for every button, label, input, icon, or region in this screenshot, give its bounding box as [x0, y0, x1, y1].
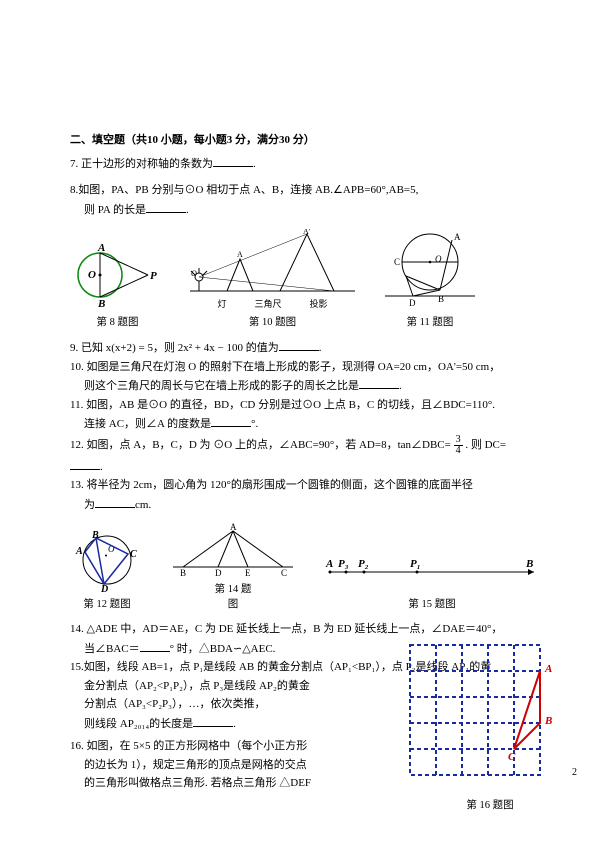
q13-l1: 13. 将半径为 2cm，圆心角为 120°的扇形围成一个圆锥的侧面，这个圆锥的…: [70, 477, 530, 494]
svg-text:B: B: [180, 568, 186, 577]
fig8-svg: O A B P: [70, 240, 165, 310]
fig14: A B D E C 第 14 题 图: [168, 523, 298, 611]
fig10-ruler: 三角尺: [254, 297, 281, 310]
q10-l1: 10. 如图是三角尺在灯泡 O 的照射下在墙上形成的影子，现测得 OA=20 c…: [70, 359, 530, 376]
svg-text:C: C: [508, 751, 516, 763]
q12-l2s: .: [100, 461, 103, 473]
svg-text:D: D: [409, 298, 416, 308]
svg-text:A: A: [544, 663, 552, 675]
svg-text:D: D: [215, 568, 222, 577]
q8-l1: 8.如图，PA、PB 分别与⊙O 相切于点 A、B，连接 AB.∠APB=60°…: [70, 182, 530, 199]
svg-text:A: A: [97, 242, 105, 254]
svg-text:C: C: [394, 257, 400, 267]
q13-l2: 为 cm.: [84, 496, 530, 514]
fig12: O A B C D 第 12 题图: [70, 530, 144, 611]
fig8-caption: 第 8 题图: [70, 314, 165, 329]
q11-l2: 连接 AC，则∠A 的度数是 °.: [84, 415, 530, 433]
svg-text:B: B: [91, 530, 99, 541]
q7-blank: [213, 155, 253, 167]
fig8: O A B P 第 8 题图: [70, 240, 165, 329]
fig14-caption-b: 图: [168, 596, 298, 611]
fig16-svg: A B C: [405, 640, 575, 790]
q12-frac: 34: [454, 435, 463, 456]
fig10: O A A' 灯 三角尺 投影 第 10 题图: [185, 229, 360, 329]
q15-l4a: 则线段 AP₂₀₁₄的长度是: [84, 718, 193, 730]
q11-blank: [211, 415, 251, 427]
svg-text:B: B: [544, 715, 552, 727]
q12-frac-d: 4: [454, 446, 463, 456]
fig10-lamp: 灯: [217, 297, 226, 310]
page-number: 2: [572, 767, 577, 778]
q13-blank: [95, 496, 135, 508]
fig16: A B C 第 16 题图: [405, 640, 575, 812]
fig10-svg: O A A': [185, 229, 360, 307]
svg-text:A: A: [454, 232, 461, 242]
svg-text:C: C: [281, 568, 287, 577]
svg-text:A: A: [325, 558, 333, 570]
fig12-svg: O A B C D: [70, 530, 144, 592]
q12-l1b: . 则 DC=: [465, 439, 506, 451]
q11-l2-text: 连接 AC，则∠A 的度数是: [84, 418, 211, 430]
q12-l1a: 12. 如图，点 A，B，C，D 为 ⊙O 上的点，∠ABC=90°，若 AD=…: [70, 439, 451, 451]
fig-row-1: O A B P 第 8 题图 O A A': [70, 228, 530, 329]
q14-blank: [140, 640, 170, 652]
q14-l1: 14. △ADE 中，AD＝AE，C 为 DE 延长线上一点，B 为 ED 延长…: [70, 621, 530, 638]
q8-l2: 则 PA 的长是.: [84, 201, 530, 219]
fig15: A P₃ P₂ P₁ B 第 15 题图: [322, 552, 542, 611]
q12-l2: .: [70, 458, 530, 476]
svg-text:E: E: [245, 568, 251, 577]
fig14-caption-a: 第 14 题: [168, 581, 298, 596]
q10-l2s: .: [399, 380, 402, 392]
fig10-shadow: 投影: [310, 297, 328, 310]
q10-l2: 则这个三角尺的周长与它在墙上形成的影子的周长之比是.: [84, 377, 530, 395]
fig16-caption: 第 16 题图: [405, 797, 575, 812]
q14-l2b: ° 时，△BDA∽△AEC.: [170, 643, 276, 655]
svg-text:P₁: P₁: [410, 558, 421, 570]
fig11-caption: 第 11 题图: [380, 314, 480, 329]
q9: 9. 已知 x(x+2) = 5，则 2x² + 4x − 100 的值为.: [70, 339, 530, 357]
svg-text:P₃: P₃: [338, 558, 349, 570]
q9-blank: [279, 339, 319, 351]
q8-l2-text: 则 PA 的长是: [84, 204, 146, 216]
svg-text:A: A: [237, 250, 243, 259]
svg-text:O: O: [191, 269, 197, 278]
q12-blank: [70, 458, 100, 470]
svg-text:C: C: [130, 549, 137, 560]
q10-l2-text: 则这个三角尺的周长与它在墙上形成的影子的周长之比是: [84, 380, 359, 392]
q11-l2s: °.: [251, 418, 258, 430]
q13-l2a: 为: [84, 499, 95, 511]
q7: 7. 正十边形的对称轴的条数为.: [70, 155, 530, 173]
svg-text:P₂: P₂: [358, 558, 369, 570]
q9-text: 9. 已知 x(x+2) = 5，则 2x² + 4x − 100 的值为: [70, 342, 279, 354]
fig15-svg: A P₃ P₂ P₁ B: [322, 552, 542, 592]
q9-s: .: [319, 342, 322, 354]
q10-blank: [359, 377, 399, 389]
svg-text:D: D: [100, 584, 108, 592]
q14-l2a: 当∠BAC＝: [84, 643, 140, 655]
svg-text:B: B: [438, 294, 444, 304]
q13-l2b: cm.: [135, 499, 151, 511]
q15-l4s: .: [233, 718, 236, 730]
q12-l1: 12. 如图，点 A，B，C，D 为 ⊙O 上的点，∠ABC=90°，若 AD=…: [70, 435, 530, 456]
fig10-caption: 第 10 题图: [185, 314, 360, 329]
fig-row-2: O A B C D 第 12 题图 A B D E C: [70, 523, 530, 611]
svg-text:B: B: [97, 298, 105, 310]
fig12-caption: 第 12 题图: [70, 596, 144, 611]
fig11: O C A D B 第 11 题图: [380, 228, 480, 329]
svg-text:A: A: [75, 546, 83, 557]
fig14-svg: A B D E C: [168, 523, 298, 577]
section-heading: 二、填空题（共10 小题，每小题3 分，满分30 分）: [70, 132, 530, 149]
q11-l1: 11. 如图，AB 是⊙O 的直径，BD，CD 分别是过⊙O 上点 B，C 的切…: [70, 397, 530, 414]
svg-text:P: P: [150, 270, 157, 282]
q7-text: 7. 正十边形的对称轴的条数为: [70, 158, 213, 170]
q15-blank: [193, 715, 233, 727]
fig11-svg: O C A D B: [380, 228, 480, 310]
svg-text:B: B: [525, 558, 533, 570]
q12-frac-n: 3: [454, 435, 463, 446]
svg-text:O: O: [88, 269, 96, 281]
fig15-caption: 第 15 题图: [322, 596, 542, 611]
svg-text:A: A: [230, 523, 237, 532]
q8-blank: [146, 201, 186, 213]
